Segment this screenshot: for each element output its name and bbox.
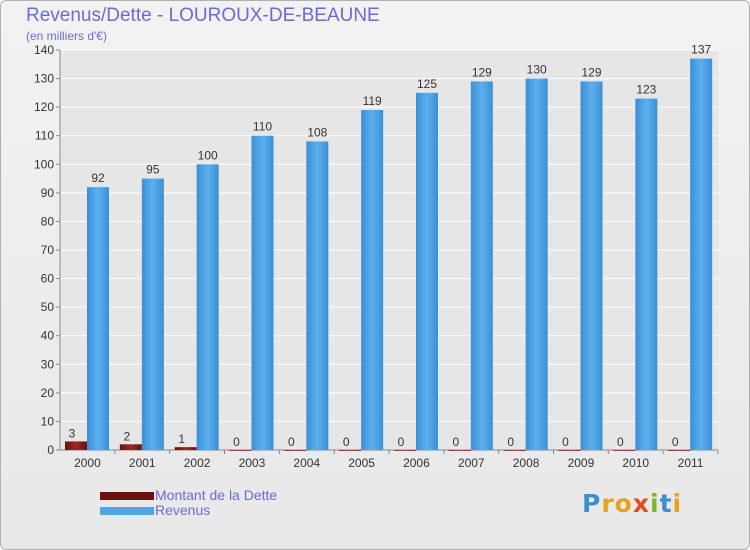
x-tick-label: 2010 (622, 456, 649, 470)
legend-label-dette: Montant de la Dette (155, 487, 278, 503)
x-tick-label: 2006 (403, 456, 430, 470)
x-tick-label: 2011 (678, 456, 704, 470)
debt-bar (65, 441, 87, 450)
revenus-bar (525, 78, 548, 451)
y-tick-label: 70 (41, 243, 55, 257)
revenus-bar (141, 178, 164, 451)
x-tick-label: 2001 (129, 456, 156, 470)
revenus-data-label: 119 (363, 94, 382, 108)
debt-bar (284, 450, 307, 451)
debt-bar (174, 447, 197, 450)
y-tick-label: 0 (47, 443, 54, 457)
debt-bar (558, 450, 581, 451)
debt-bar (668, 450, 691, 451)
x-tick-label: 2003 (239, 456, 266, 470)
debt-data-label: 1 (178, 432, 185, 446)
revenus-bar (635, 98, 658, 451)
revenus-data-label: 125 (417, 77, 437, 91)
x-tick-label: 2004 (293, 456, 320, 470)
debt-data-label: 0 (672, 435, 679, 449)
logo-letter: t (659, 489, 673, 518)
x-tick-label: 2002 (184, 456, 211, 470)
logo-letter: i (650, 489, 660, 518)
y-tick-label: 10 (41, 414, 55, 428)
revenus-data-label: 137 (691, 43, 711, 57)
revenus-data-label: 95 (146, 163, 160, 177)
debt-data-label: 0 (233, 435, 240, 449)
logo-letter: P (582, 489, 602, 518)
x-tick-label: 2000 (74, 456, 101, 470)
x-tick-label: 2008 (513, 456, 540, 470)
logo-letter: x (632, 489, 650, 518)
revenus-bar (470, 81, 493, 450)
chart-title: Revenus/Dette - LOUROUX-DE-BEAUNE (26, 5, 380, 26)
debt-data-label: 2 (123, 429, 130, 443)
y-tick-label: 130 (34, 72, 54, 86)
debt-data-label: 0 (452, 435, 459, 449)
revenus-data-label: 123 (636, 83, 656, 97)
x-tick-label: 2009 (568, 456, 595, 470)
revenus-data-label: 100 (198, 148, 218, 162)
revenus-data-label: 92 (91, 171, 105, 185)
y-tick-label: 100 (34, 157, 54, 171)
legend-label-revenus: Revenus (155, 502, 211, 518)
revenus-bar (196, 164, 219, 451)
revenus-bar (416, 92, 438, 450)
proxiti-logo: Proxiti (582, 489, 682, 518)
revenus-bar (690, 58, 713, 450)
y-tick-label: 50 (41, 300, 55, 314)
debt-bar (448, 450, 471, 451)
debt-data-label: 0 (507, 435, 514, 449)
debt-bar (119, 444, 142, 450)
debt-data-label: 0 (617, 435, 624, 449)
revenus-data-label: 130 (527, 63, 547, 77)
debt-data-label: 0 (398, 435, 405, 449)
debt-data-label: 0 (343, 435, 350, 449)
debt-bar (613, 450, 636, 451)
debt-data-label: 3 (69, 426, 76, 440)
legend-swatch-dette (100, 492, 154, 500)
x-tick-label: 2007 (458, 456, 485, 470)
y-tick-label: 90 (41, 186, 55, 200)
debt-data-label: 0 (562, 435, 569, 449)
logo-letter: i (672, 489, 683, 518)
revenus-bar (361, 110, 384, 450)
y-tick-label: 40 (41, 329, 55, 343)
x-tick-label: 2005 (348, 456, 375, 470)
revenus-data-label: 110 (253, 120, 272, 134)
legend-swatch-revenus (100, 507, 154, 515)
y-tick-label: 140 (34, 43, 54, 57)
y-tick-label: 20 (41, 386, 55, 400)
revenus-bar (87, 187, 109, 450)
revenus-bar (580, 81, 603, 450)
y-tick-label: 80 (41, 214, 55, 228)
debt-bar (503, 450, 526, 451)
revenus-data-label: 108 (307, 125, 327, 139)
revenus-bar (251, 135, 274, 450)
debt-bar (339, 450, 362, 451)
debt-bar (394, 450, 416, 451)
debt-data-label: 0 (288, 435, 295, 449)
logo-letter: o (614, 489, 633, 518)
y-tick-label: 120 (34, 100, 54, 114)
chart-subtitle: (en milliers d'€) (26, 29, 107, 43)
debt-bar (229, 450, 252, 451)
revenus-data-label: 129 (581, 65, 601, 79)
revenus-bar (306, 141, 329, 450)
y-tick-label: 60 (41, 272, 55, 286)
logo-letter: r (601, 489, 615, 518)
revenus-data-label: 129 (472, 65, 492, 79)
y-tick-label: 110 (35, 129, 54, 143)
y-tick-label: 30 (41, 357, 55, 371)
